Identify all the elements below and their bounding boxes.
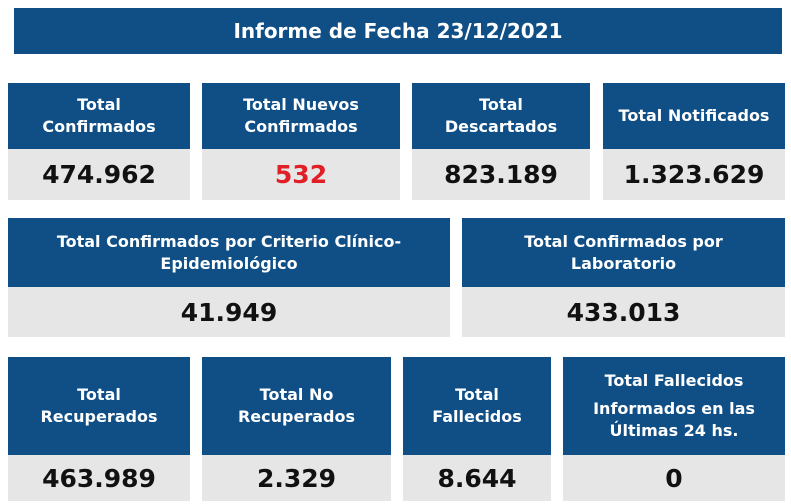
card-label: Total Recuperados (8, 357, 190, 455)
card-total-recuperados: Total Recuperados 463.989 (8, 357, 190, 501)
card-value: 41.949 (8, 287, 450, 337)
card-label: Total Notificados (603, 83, 785, 149)
card-label: Total Confirmados por Criterio Clínico-E… (8, 218, 450, 287)
card-label: Total Descartados (412, 83, 590, 149)
card-label: Total Fallecidos (403, 357, 551, 455)
report-date-banner: Informe de Fecha 23/12/2021 (14, 8, 782, 54)
card-value: 0 (563, 455, 785, 501)
card-confirmados-criterio-clinico: Total Confirmados por Criterio Clínico-E… (8, 218, 450, 337)
card-total-confirmados: Total Confirmados 474.962 (8, 83, 190, 200)
card-label-secondary: Informados en las Últimas 24 hs. (593, 399, 755, 440)
card-label: Total Fallecidos (604, 371, 744, 390)
card-label: Total Confirmados por Laboratorio (462, 218, 785, 287)
card-value: 1.323.629 (603, 149, 785, 200)
card-total-notificados: Total Notificados 1.323.629 (603, 83, 785, 200)
card-fallecidos-ultimas-24hs: Total Fallecidos Informados en las Últim… (563, 357, 785, 501)
card-label: Total Nuevos Confirmados (202, 83, 400, 149)
card-value: 823.189 (412, 149, 590, 200)
card-total-nuevos-confirmados: Total Nuevos Confirmados 532 (202, 83, 400, 200)
card-total-descartados: Total Descartados 823.189 (412, 83, 590, 200)
card-value: 463.989 (8, 455, 190, 501)
card-label: Total No Recuperados (202, 357, 391, 455)
report-title: Informe de Fecha 23/12/2021 (233, 19, 563, 43)
card-value: 532 (202, 149, 400, 200)
card-confirmados-laboratorio: Total Confirmados por Laboratorio 433.01… (462, 218, 785, 337)
card-label-group: Total Fallecidos Informados en las Últim… (563, 357, 785, 455)
card-total-no-recuperados: Total No Recuperados 2.329 (202, 357, 391, 501)
card-value: 8.644 (403, 455, 551, 501)
card-label: Total Confirmados (8, 83, 190, 149)
card-value: 433.013 (462, 287, 785, 337)
card-value: 2.329 (202, 455, 391, 501)
card-total-fallecidos: Total Fallecidos 8.644 (403, 357, 551, 501)
card-value: 474.962 (8, 149, 190, 200)
